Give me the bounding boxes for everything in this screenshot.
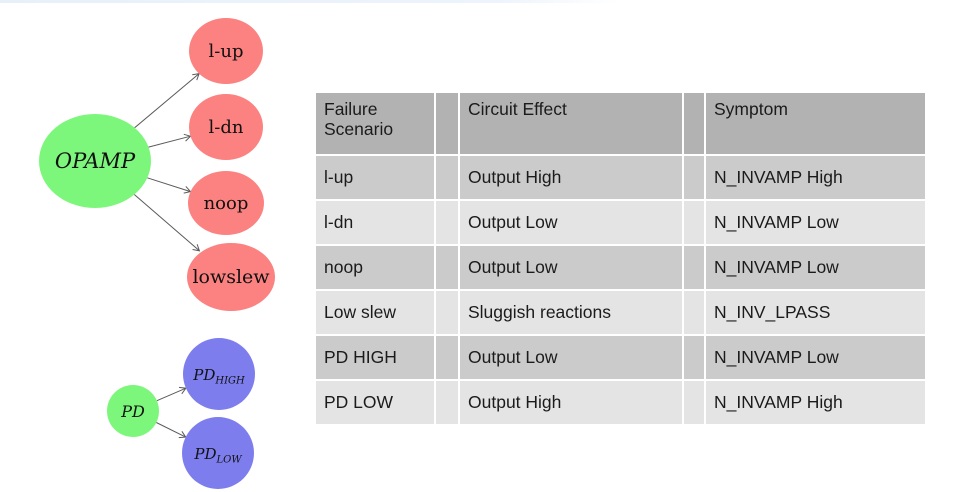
node-l-dn: l-dn [189, 94, 263, 160]
table-row-effect: Output Low [460, 201, 682, 244]
table-row-symptom: N_INVAMP Low [706, 336, 925, 379]
table-row-scenario: Low slew [316, 291, 434, 334]
row-spacer [684, 381, 704, 424]
table-row-effect: Output High [460, 156, 682, 199]
table-row-symptom: N_INVAMP Low [706, 201, 925, 244]
svg-text:PDHIGH: PDHIGH [192, 366, 245, 387]
row-spacer [436, 336, 458, 379]
svg-text:PD: PD [120, 402, 145, 421]
top-edge-highlight [0, 0, 620, 3]
row-spacer [436, 381, 458, 424]
row-spacer [684, 246, 704, 289]
svg-text:OPAMP: OPAMP [55, 149, 136, 173]
edge-opamp-ldn [148, 133, 192, 148]
svg-text:lowslew: lowslew [192, 266, 270, 288]
table-row-symptom: N_INVAMP Low [706, 246, 925, 289]
node-pd-high: PDHIGH [183, 338, 255, 410]
row-spacer [436, 201, 458, 244]
row-spacer [684, 156, 704, 199]
failure-table: Failure Scenario Circuit Effect Symptom … [316, 93, 925, 424]
table-row-effect: Output High [460, 381, 682, 424]
edge-pd-pdhigh [156, 386, 187, 402]
row-spacer [684, 336, 704, 379]
node-opamp: OPAMP [39, 114, 151, 208]
row-spacer [684, 201, 704, 244]
edge-pd-pdlow [156, 422, 187, 439]
node-l-up: l-up [189, 18, 263, 84]
col-header-failure-scenario: Failure Scenario [316, 93, 434, 154]
header-spacer [436, 93, 458, 154]
table-row-symptom: N_INVAMP High [706, 381, 925, 424]
table-row-scenario: PD LOW [316, 381, 434, 424]
node-pd-low: PDLOW [182, 417, 254, 489]
node-noop: noop [188, 171, 264, 235]
header-spacer [684, 93, 704, 154]
svg-text:l-up: l-up [209, 41, 244, 62]
node-pd: PD [107, 385, 159, 437]
table-row-effect: Sluggish reactions [460, 291, 682, 334]
node-lowslew: lowslew [187, 243, 275, 311]
svg-text:l-dn: l-dn [209, 117, 244, 138]
svg-text:noop: noop [204, 193, 249, 214]
table-row-effect: Output Low [460, 336, 682, 379]
fault-tree-diagram: OPAMP l-up l-dn noop lowslew PD PDHIGH [39, 18, 275, 489]
row-spacer [436, 246, 458, 289]
edge-opamp-noop [147, 177, 192, 194]
row-spacer [436, 156, 458, 199]
col-header-symptom: Symptom [706, 93, 925, 154]
row-spacer [684, 291, 704, 334]
table-row-scenario: PD HIGH [316, 336, 434, 379]
table-row-effect: Output Low [460, 246, 682, 289]
edge-opamp-lup [134, 72, 200, 129]
svg-text:PDLOW: PDLOW [193, 445, 242, 466]
row-spacer [436, 291, 458, 334]
table-row-scenario: l-up [316, 156, 434, 199]
table-row-scenario: noop [316, 246, 434, 289]
col-header-circuit-effect: Circuit Effect [460, 93, 682, 154]
table-row-scenario: l-dn [316, 201, 434, 244]
table-row-symptom: N_INV_LPASS [706, 291, 925, 334]
table-row-symptom: N_INVAMP High [706, 156, 925, 199]
edge-opamp-lowslew [133, 194, 201, 252]
